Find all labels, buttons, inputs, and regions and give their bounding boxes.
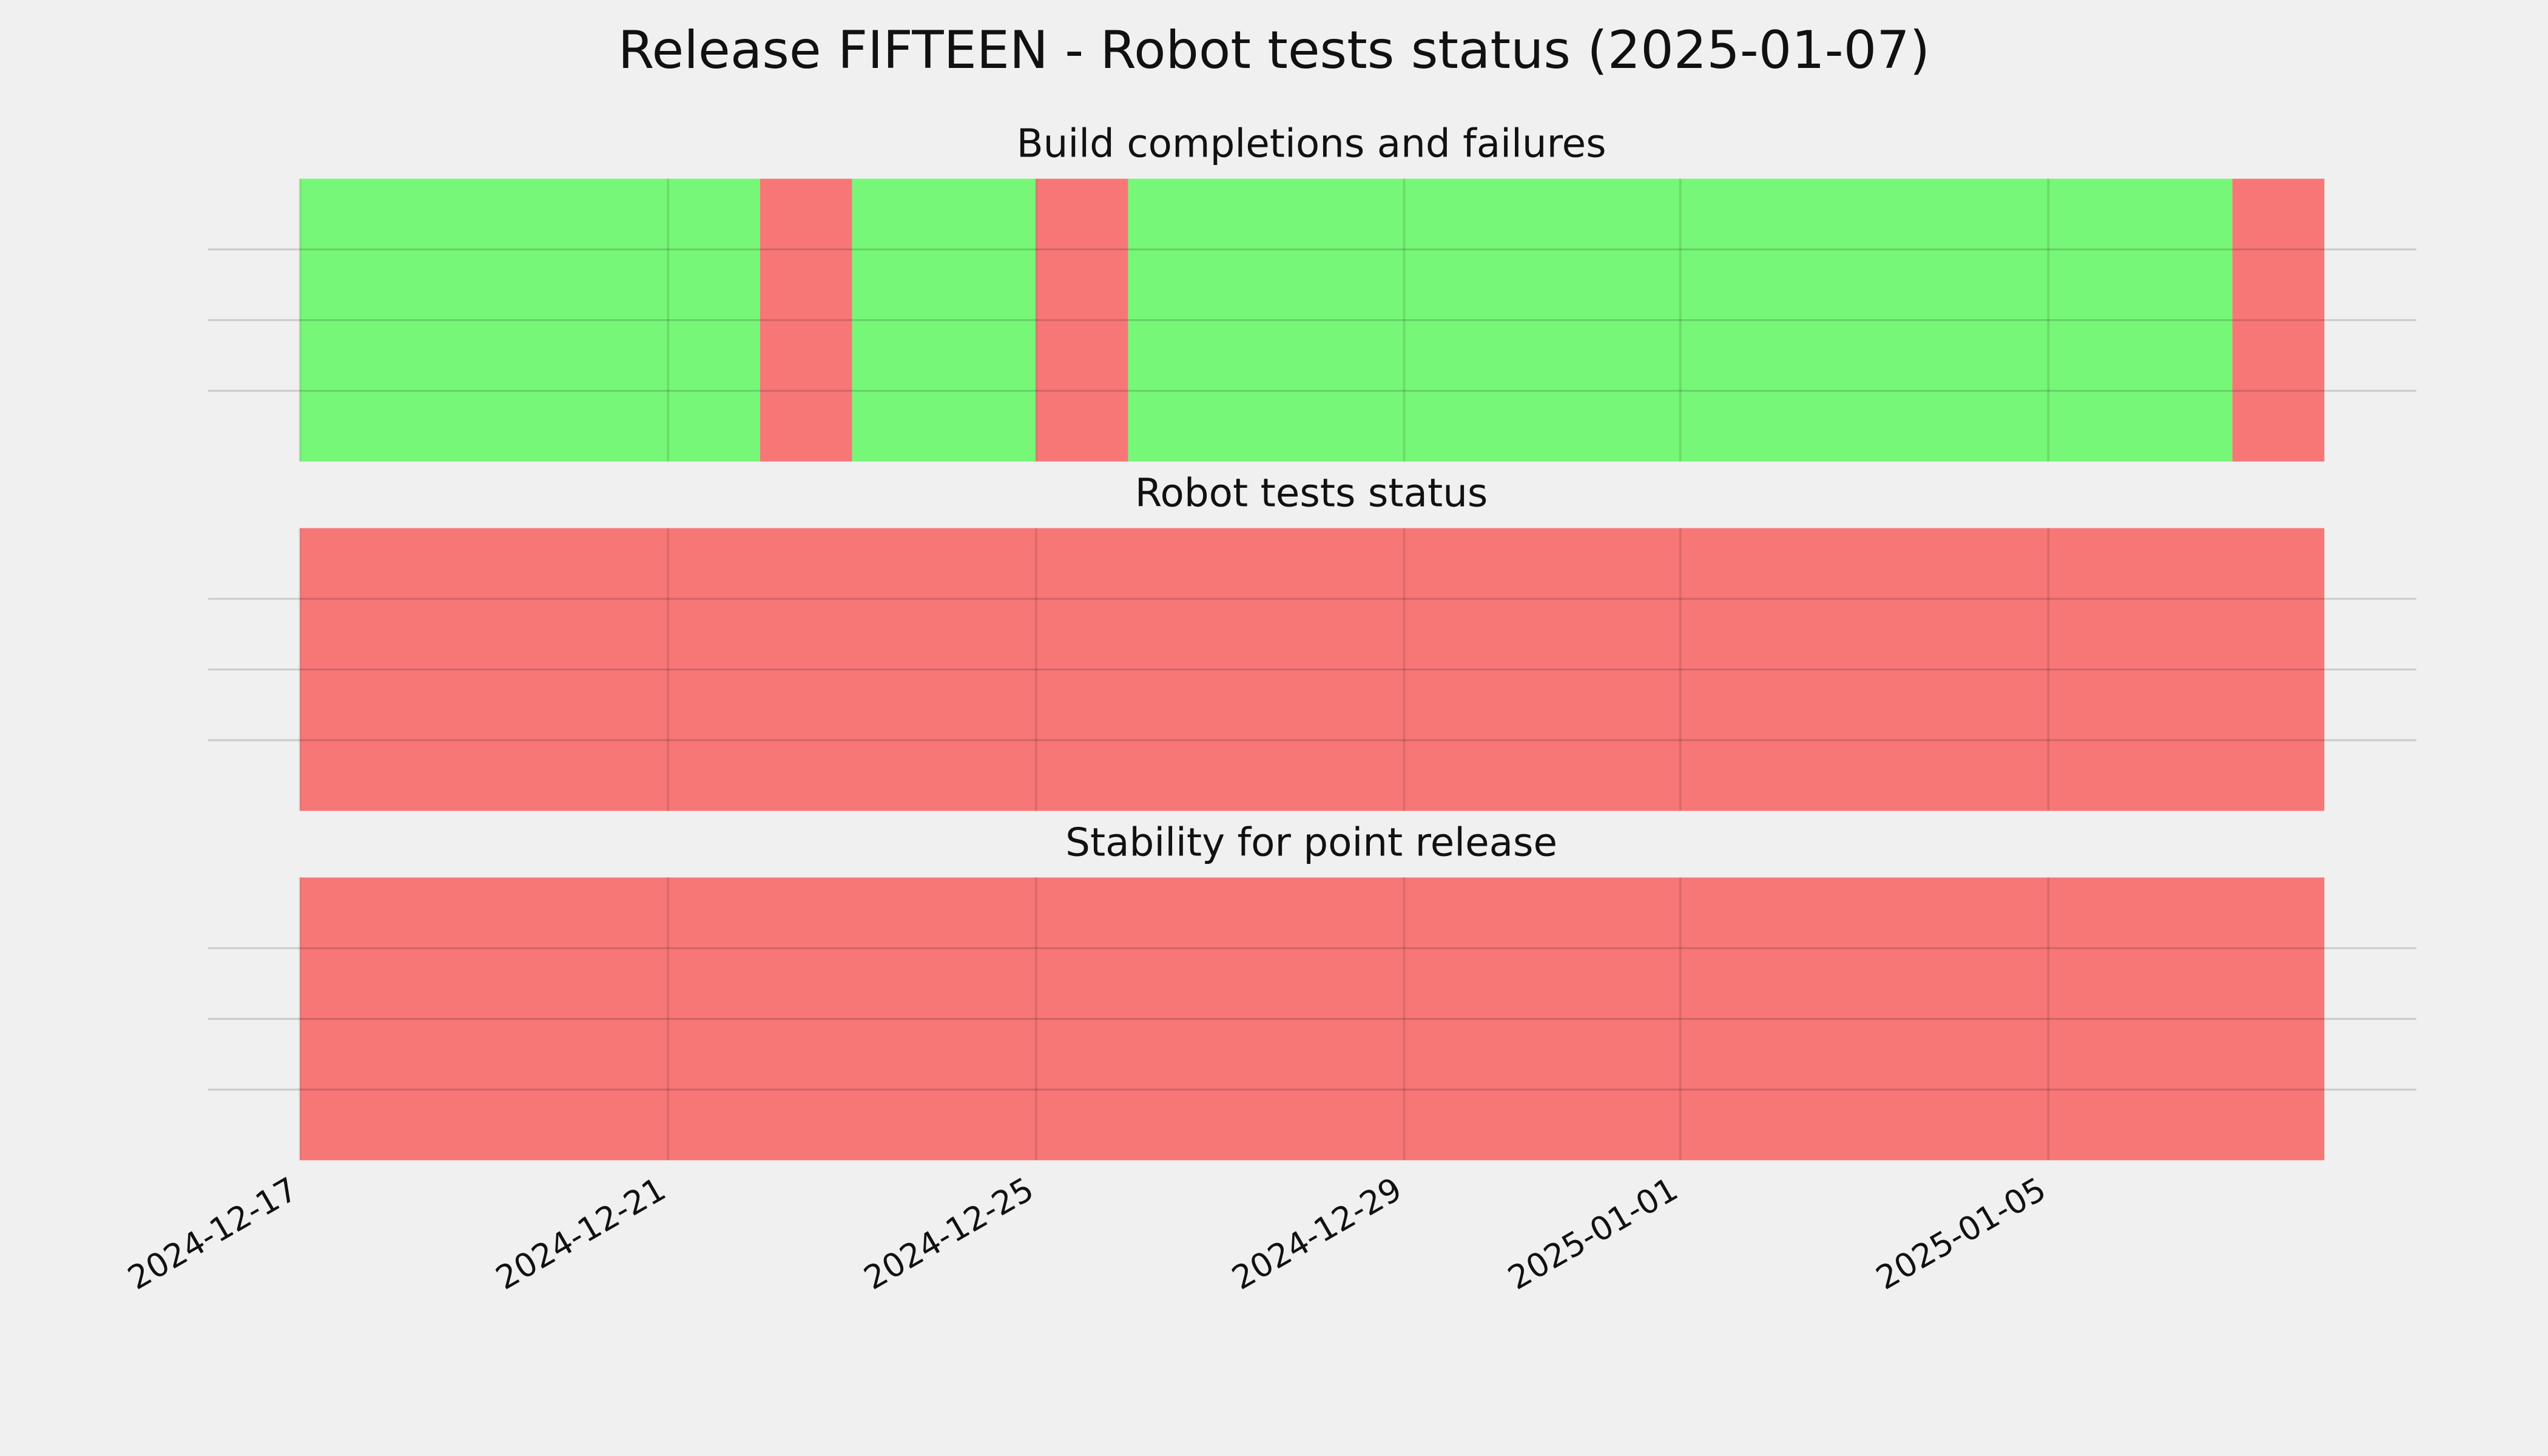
- panel-title: Robot tests status: [1135, 471, 1488, 516]
- status-span: [300, 528, 2325, 811]
- status-span: [760, 178, 852, 462]
- panel-title: Build completions and failures: [1017, 121, 1606, 167]
- panel-title: Stability for point release: [1065, 820, 1557, 865]
- chart-title: Release FIFTEEN - Robot tests status (20…: [618, 20, 1930, 81]
- status-span: [852, 178, 1036, 462]
- status-span: [300, 178, 760, 462]
- status-span: [1128, 178, 2233, 462]
- status-span: [2232, 178, 2325, 462]
- status-span: [300, 877, 2325, 1161]
- status-span: [1036, 178, 1128, 462]
